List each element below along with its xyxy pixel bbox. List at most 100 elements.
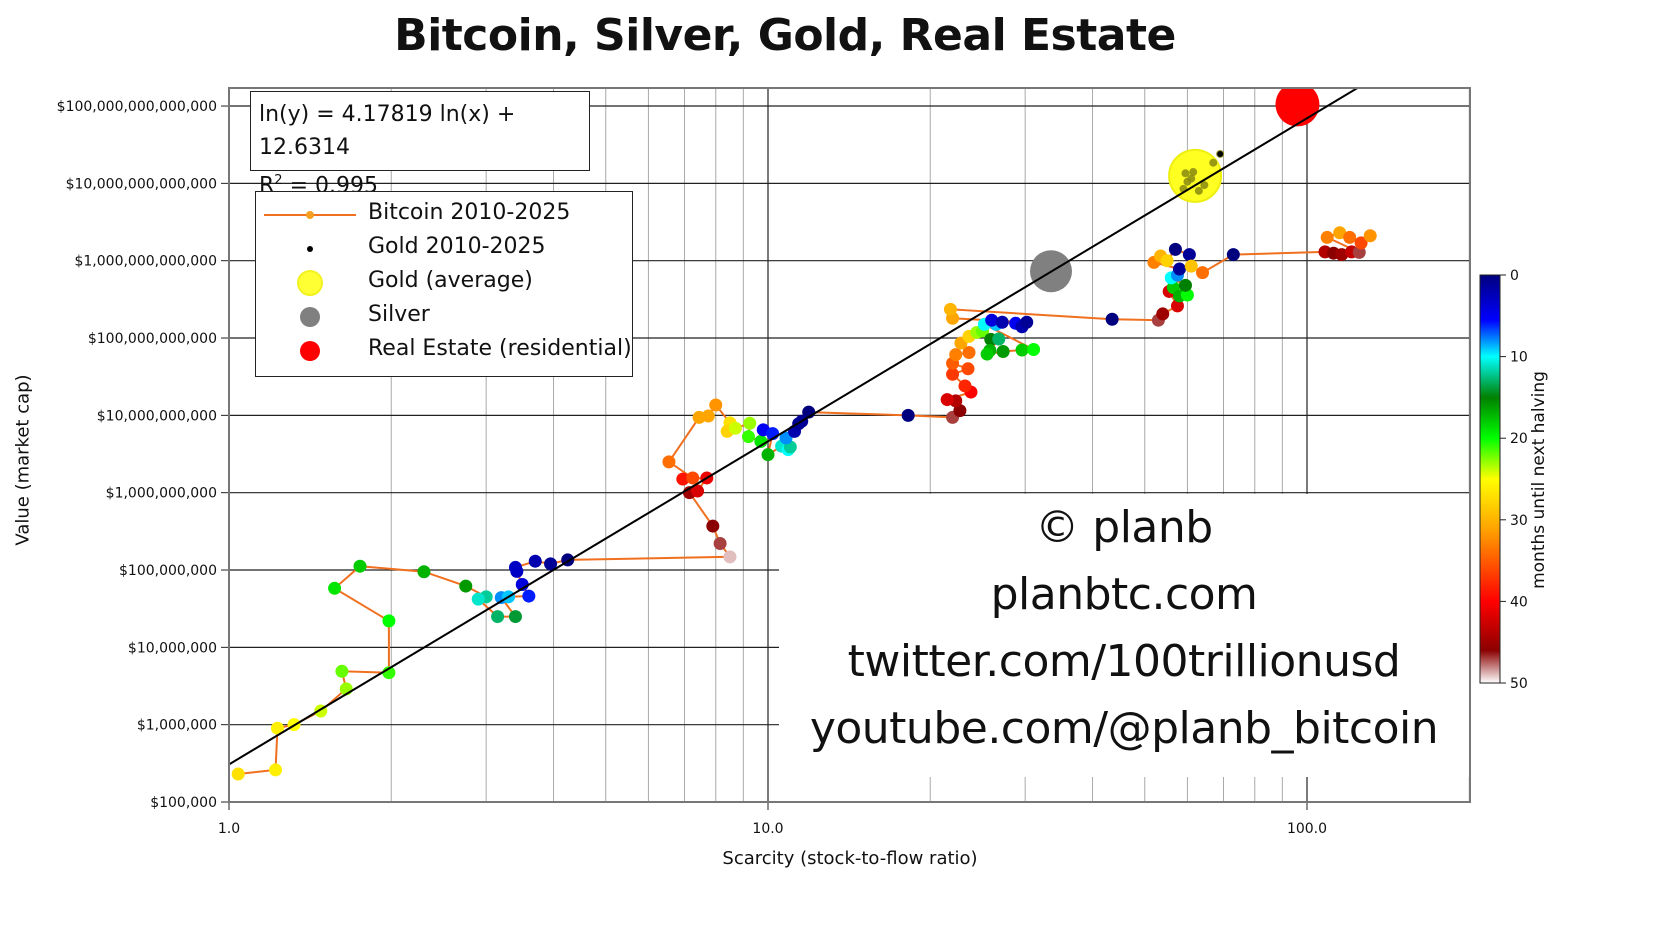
gray-circle-icon (300, 307, 320, 327)
chart-title: Bitcoin, Silver, Gold, Real Estate (394, 10, 1176, 61)
bitcoin-point (676, 472, 690, 486)
x-tick-label: 100.0 (1287, 821, 1327, 837)
bitcoin-point (1160, 254, 1174, 268)
axis-ticks: $100,000 $1,000,000 $10,000,000 $100,000,00… (57, 99, 1327, 837)
bitcoin-point (269, 763, 283, 777)
gold-point (1187, 174, 1196, 183)
gold-point (1194, 186, 1203, 195)
bitcoin-point (1180, 288, 1194, 302)
watermark-twitter: twitter.com/100trillionusd (847, 636, 1401, 687)
bitcoin-point (686, 471, 700, 485)
colorbar-tick-label: 40 (1510, 594, 1528, 610)
gold-point (1189, 168, 1198, 177)
bitcoin-point (728, 421, 742, 435)
plot-frame (228, 87, 1471, 803)
legend-item-silver: Silver (256, 300, 632, 334)
watermark: © planb planbtc.com twitter.com/100trill… (779, 494, 1469, 777)
y-tick-label: $100,000,000,000,000 (57, 99, 217, 115)
bitcoin-point (335, 664, 349, 678)
watermark-copyright: © planb (1035, 502, 1213, 553)
bitcoin-point (1156, 307, 1170, 321)
bitcoin-point (901, 408, 915, 422)
bitcoin-point (1027, 343, 1041, 357)
bitcoin-point (382, 614, 396, 628)
colorbar-tick-label: 30 (1510, 513, 1528, 529)
legend-item-gold-2010-2025: Gold 2010-2025 (256, 232, 632, 266)
regression-equation-box: ln(y) = 4.17819 ln(x) + 12.6314 R2 = 0.9… (250, 91, 590, 198)
bitcoin-point (761, 448, 775, 462)
bitcoin-point (709, 398, 723, 412)
colorbar-tick-label: 0 (1510, 268, 1519, 284)
colorbar-tick-label: 10 (1510, 350, 1528, 366)
bitcoin-point (1172, 262, 1186, 276)
regression-line (229, 88, 1360, 766)
y-tick-label: $1,000,000 (137, 718, 217, 734)
bitcoin-point (995, 315, 1009, 329)
bitcoin-point (353, 559, 367, 573)
bitcoin-point (992, 332, 1006, 346)
bitcoin-point (459, 579, 473, 593)
bitcoin-point (1015, 343, 1029, 357)
bitcoin-point (980, 347, 994, 361)
colorbar-label: months until next halving (1529, 371, 1549, 589)
gold-average-bubble (1168, 148, 1223, 203)
bitcoin-point (1354, 236, 1368, 250)
orange-line-dot-icon (264, 211, 356, 219)
bitcoin-point (691, 484, 705, 498)
y-axis-label: Value (market cap) (12, 374, 34, 546)
legend-item-real-estate: Real Estate (residential) (256, 334, 632, 368)
y-tick-label: $100,000,000,000 (88, 331, 217, 347)
gold-point (1200, 181, 1209, 190)
x-tick-label: 1.0 (218, 821, 240, 837)
black-dot-icon (307, 246, 313, 252)
bitcoin-point (528, 554, 542, 568)
yellow-circle-icon (297, 270, 323, 296)
bitcoin-point (1333, 226, 1347, 240)
bitcoin-point (1182, 248, 1196, 262)
bitcoin-point (1320, 230, 1334, 244)
bitcoin-point (522, 589, 536, 603)
bitcoin-point (946, 367, 960, 381)
bitcoin-point (328, 581, 342, 595)
bitcoin-point (940, 393, 954, 407)
bitcoin-point (701, 409, 715, 423)
bitcoin-point (949, 348, 963, 362)
bitcoin-point (713, 537, 727, 551)
y-tick-label: $1,000,000,000,000 (74, 254, 217, 270)
bitcoin-point (958, 379, 972, 393)
bitcoin-point (471, 592, 485, 606)
watermark-youtube: youtube.com/@planb_bitcoin (809, 703, 1439, 754)
bitcoin-point (953, 404, 967, 418)
bitcoin-point (741, 430, 755, 444)
bitcoin-point (962, 345, 976, 359)
bitcoin-point (1020, 315, 1034, 329)
bitcoin-point (508, 610, 522, 624)
y-tick-label: $100,000 (150, 795, 217, 811)
bitcoin-point (1105, 312, 1119, 326)
bitcoin-point (1170, 299, 1184, 313)
bitcoin-point (1184, 259, 1198, 273)
bitcoin-point (723, 550, 737, 564)
colorbar: 0 10 20 30 40 50 (1479, 268, 1528, 692)
bitcoin-point (1343, 230, 1357, 244)
y-tick-label: $100,000,000 (119, 563, 217, 579)
bitcoin-point (491, 610, 505, 624)
bitcoin-point (231, 767, 245, 781)
colorbar-tick-label: 20 (1510, 431, 1528, 447)
regression-equation: ln(y) = 4.17819 ln(x) + 12.6314 (259, 102, 516, 160)
gold-point (1209, 158, 1218, 167)
bitcoin-point (996, 344, 1010, 358)
bitcoin-point (743, 416, 757, 430)
bitcoin-point (1168, 242, 1182, 256)
colorbar-tick-label: 50 (1510, 676, 1528, 692)
bitcoin-point (943, 302, 957, 316)
y-tick-label: $10,000,000,000,000 (66, 176, 217, 192)
bitcoin-point (270, 721, 284, 735)
y-tick-label: $10,000,000,000 (97, 408, 217, 424)
red-circle-icon (300, 341, 320, 361)
legend-item-bitcoin: Bitcoin 2010-2025 (256, 198, 632, 232)
legend-item-gold-average: Gold (average) (256, 266, 632, 300)
bitcoin-point (1196, 266, 1210, 280)
bitcoin-point (1335, 248, 1349, 262)
